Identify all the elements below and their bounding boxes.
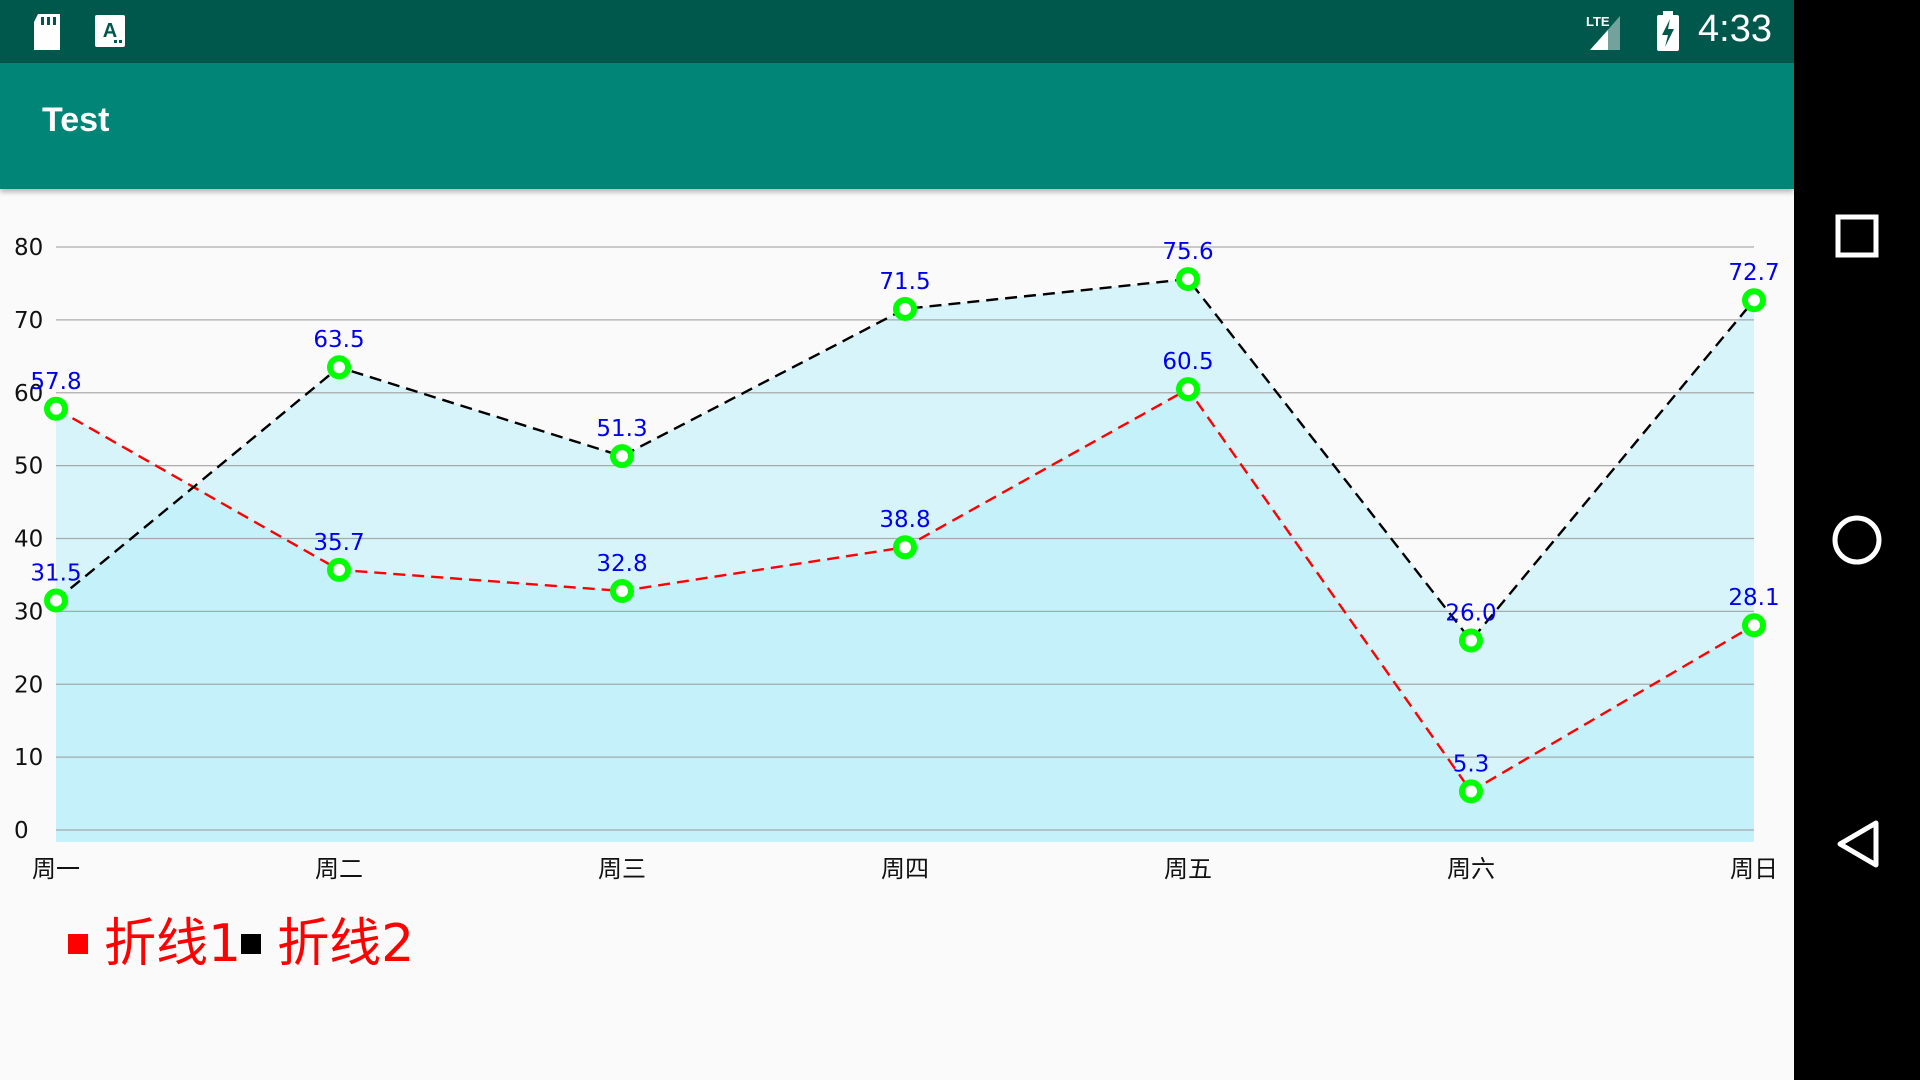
data-point xyxy=(1742,288,1766,313)
data-point xyxy=(1459,628,1483,653)
data-label: 38.8 xyxy=(879,507,930,533)
data-point xyxy=(1459,779,1483,804)
x-tick-label: 周日 xyxy=(1730,855,1778,883)
chart-area: 0 10 20 30 40 50 60 70 80 周一 周二 周三 周四 周五 周六 周日 57.8 35.7 3… xyxy=(0,189,1794,1080)
data-point xyxy=(327,355,351,380)
area-fill-series-2 xyxy=(56,279,1754,842)
data-label: 26.0 xyxy=(1445,601,1496,627)
data-point xyxy=(893,535,917,560)
data-label: 60.5 xyxy=(1162,349,1213,375)
legend: 折线1 折线2 xyxy=(68,909,414,979)
y-tick-label: 70 xyxy=(14,308,43,334)
y-tick-label: 30 xyxy=(14,599,43,625)
y-tick-label: 80 xyxy=(14,235,43,261)
y-tick-label: 10 xyxy=(14,745,43,771)
data-point xyxy=(893,296,917,321)
x-tick-label: 周三 xyxy=(598,855,646,883)
lte-label: LTE xyxy=(1586,14,1610,29)
data-point xyxy=(44,588,68,613)
recents-button[interactable] xyxy=(1794,173,1920,299)
data-point xyxy=(1176,377,1200,402)
lte-signal-icon: LTE xyxy=(1586,14,1620,50)
data-point xyxy=(44,396,68,421)
accessibility-a-icon: A xyxy=(95,15,125,47)
data-label: 51.3 xyxy=(596,416,647,442)
sd-card-icon xyxy=(34,14,60,50)
legend-swatch xyxy=(68,934,88,954)
back-triangle-icon xyxy=(1837,820,1879,868)
x-tick-label: 周四 xyxy=(881,855,929,883)
legend-swatch xyxy=(241,934,262,954)
legend-item: 折线1 xyxy=(68,918,241,970)
recents-square-icon xyxy=(1835,214,1879,258)
home-circle-icon xyxy=(1832,515,1882,565)
legend-label: 折线1 xyxy=(104,914,242,974)
back-button[interactable] xyxy=(1794,781,1920,907)
data-point xyxy=(610,578,634,603)
data-label: 57.8 xyxy=(30,369,81,395)
home-button[interactable] xyxy=(1794,477,1920,603)
y-tick-label: 50 xyxy=(14,454,43,480)
legend-item: 折线2 xyxy=(241,918,414,970)
x-tick-label: 周五 xyxy=(1164,855,1212,883)
navigation-bar xyxy=(1794,0,1920,1080)
data-point xyxy=(327,557,351,582)
app-title: Test xyxy=(42,101,110,139)
data-label: 63.5 xyxy=(313,327,364,353)
data-label: 75.6 xyxy=(1162,239,1213,265)
app-bar: Test xyxy=(0,63,1794,189)
data-label: 71.5 xyxy=(879,269,930,295)
data-point xyxy=(1742,613,1766,638)
line-chart: 0 10 20 30 40 50 60 70 80 周一 周二 周三 周四 周五 周六 周日 57.8 35.7 3… xyxy=(14,235,1780,883)
data-point xyxy=(610,444,634,469)
data-label: 72.7 xyxy=(1728,260,1779,286)
status-bar: A LTE 4:33 xyxy=(0,0,1794,63)
data-label: 35.7 xyxy=(313,530,364,556)
svg-text:A: A xyxy=(103,20,117,42)
y-tick-label: 40 xyxy=(14,527,43,553)
y-tick-label: 20 xyxy=(14,672,43,698)
y-tick-label: 60 xyxy=(14,381,43,407)
data-label: 5.3 xyxy=(1453,751,1490,777)
x-tick-label: 周六 xyxy=(1447,855,1495,883)
data-point xyxy=(1176,267,1200,292)
clock: 4:33 xyxy=(1698,8,1772,50)
data-label: 31.5 xyxy=(30,560,81,586)
y-tick-label: 0 xyxy=(14,818,29,844)
legend-label: 折线2 xyxy=(277,914,415,974)
battery-charging-icon xyxy=(1657,11,1679,51)
x-tick-label: 周二 xyxy=(315,855,363,883)
data-label: 32.8 xyxy=(596,551,647,577)
x-tick-label: 周一 xyxy=(32,855,80,883)
data-label: 28.1 xyxy=(1728,585,1779,611)
